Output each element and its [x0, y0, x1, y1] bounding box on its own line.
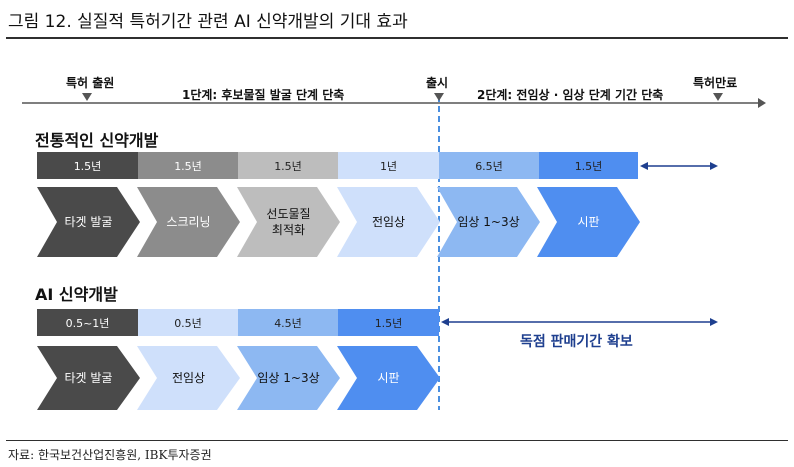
- stage-chevron: 전임상: [337, 187, 440, 257]
- stage-chevron: 시판: [537, 187, 640, 257]
- stage-chevron: 타겟 발굴: [37, 187, 140, 257]
- stage-chevron: 전임상: [137, 346, 240, 410]
- stage-label: 전임상: [171, 371, 206, 385]
- stage-label: 임상 1~3상: [257, 371, 320, 385]
- traditional-title: 전통적인 신약개발: [35, 131, 159, 150]
- stage-chevron: 임상 1~3상: [437, 187, 540, 257]
- duration-bar: 1.5년: [138, 152, 238, 179]
- exclusive-period-label: 독점 판매기간 확보: [520, 334, 633, 350]
- launch-label: 출시: [426, 76, 449, 90]
- stage-chevron: 임상 1~3상: [237, 346, 340, 410]
- timeline-arrow-icon: [758, 98, 766, 108]
- stage1-label: 1단계: 후보물질 발굴 단계 단축: [182, 88, 345, 102]
- stage-label: 전임상: [371, 215, 406, 229]
- duration-bar: 1.5년: [539, 152, 638, 179]
- stage-label: 타겟 발굴: [64, 215, 113, 229]
- figure-title: 그림 12. 실질적 특허기간 관련 AI 신약개발의 기대 효과: [8, 12, 408, 32]
- stage-label: 시판: [577, 215, 600, 229]
- patent-expiry-label: 특허만료: [693, 76, 738, 90]
- duration-bar: 1.5년: [238, 152, 338, 179]
- double-arrow-icon: [710, 162, 718, 170]
- title-rule: [6, 37, 788, 39]
- stage-chevron: 선도물질 최적화: [237, 187, 340, 257]
- stage-chevron: 타겟 발굴: [37, 346, 140, 410]
- source-note: 자료: 한국보건산업진흥원, IBK투자증권: [8, 448, 212, 462]
- bottom-rule: [6, 440, 788, 441]
- stage-label: 선도물질 최적화: [266, 207, 311, 237]
- duration-bar: 1.5년: [338, 309, 439, 336]
- stage-label: 시판: [377, 371, 400, 385]
- double-arrow-icon: [441, 318, 449, 326]
- stage-label: 스크리닝: [166, 215, 211, 229]
- stage-label: 타겟 발굴: [64, 371, 113, 385]
- duration-bar: 6.5년: [439, 152, 539, 179]
- stage-label: 임상 1~3상: [457, 215, 520, 229]
- ai-title: AI 신약개발: [35, 285, 118, 304]
- triangle-marker-icon: [713, 93, 723, 101]
- duration-bar: 4.5년: [238, 309, 338, 336]
- stage-chevron: 시판: [337, 346, 440, 410]
- triangle-marker-icon: [82, 93, 92, 101]
- double-arrow-icon: [640, 162, 648, 170]
- stage-chevron: 스크리닝: [137, 187, 240, 257]
- patent-filing-label: 특허 출원: [66, 76, 115, 90]
- duration-bar: 0.5~1년: [37, 309, 138, 336]
- duration-bar: 0.5년: [138, 309, 238, 336]
- stage2-label: 2단계: 전임상 · 임상 단계 기간 단축: [477, 88, 664, 102]
- double-arrow-icon: [710, 318, 718, 326]
- duration-bar: 1.5년: [37, 152, 138, 179]
- duration-bar: 1년: [338, 152, 439, 179]
- triangle-marker-icon: [434, 93, 444, 101]
